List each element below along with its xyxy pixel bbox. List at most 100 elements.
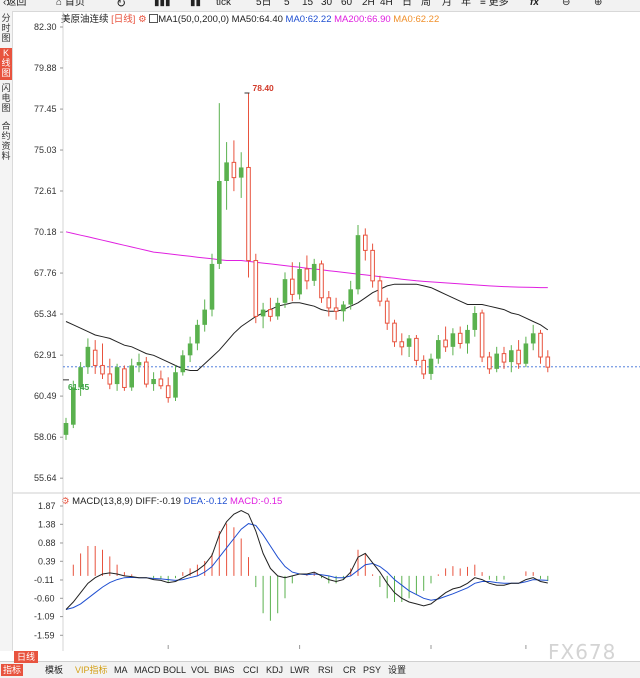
candle-body (516, 349, 521, 365)
bottom-toolbar: 日线 指标 模板 VIP指标 MA MACD BOLL VOL BIAS CCI… (0, 651, 640, 678)
settings-icon[interactable]: ⚙ (138, 14, 147, 25)
macd-settings-icon[interactable]: ⚙ (61, 496, 70, 507)
tab-templates[interactable]: 模板 (45, 665, 64, 675)
candle-body (450, 333, 456, 347)
price-tick-label: 72.61 (34, 186, 57, 196)
macd-legend: ⚙ MACD(13,8,9) DIFF:-0.19 DEA:-0.12 MACD… (61, 496, 282, 507)
watermark: FX678 (548, 640, 617, 664)
macd-tick-label: 1.87 (38, 501, 56, 511)
kline-chart-svg[interactable]: 82.30 79.88 77.45 75.03 72.61 70.18 67.76 65.34… (13, 11, 640, 651)
period-tab-8[interactable]: 周 (421, 0, 431, 8)
top-toolbar: ‹返回 ⌂ 首页 ↻ ▮▮▮ ▮▮ tick 5日 5 15 30 60 2H 4H 日 周 月 年… (0, 0, 640, 12)
refresh-icon[interactable]: ↻ (116, 0, 127, 10)
period-tab-1[interactable]: 5 (284, 0, 290, 8)
tab-kline[interactable]: K线图 (0, 48, 12, 80)
macd-tick-label: -0.60 (34, 593, 55, 603)
period-tab-4[interactable]: 60 (341, 0, 353, 8)
candle-body (457, 332, 463, 344)
tab-vol[interactable]: VOL (191, 665, 210, 675)
candle-body (479, 312, 485, 358)
tab-kdj[interactable]: KDJ (266, 665, 284, 675)
diff-line (65, 509, 548, 610)
candle-body (501, 353, 507, 363)
candle-body (129, 365, 134, 388)
candle-body (399, 341, 405, 348)
candle-body (304, 268, 310, 282)
period-tab-6[interactable]: 4H (380, 0, 393, 8)
candle-body (71, 387, 76, 425)
macd-dea: DEA:-0.12 (183, 496, 228, 507)
candle-body (428, 358, 434, 374)
tab-boll[interactable]: BOLL (163, 665, 187, 675)
candle-body (158, 378, 164, 387)
period-tab-3[interactable]: 30 (321, 0, 333, 8)
candle-body (268, 309, 273, 317)
chart-area[interactable]: 美原油连续 [日线] ⚙ MA1(50,0,200,0) MA50:64.40 … (13, 11, 640, 651)
macd-value: MACD:-0.15 (230, 496, 283, 507)
zoom-in-icon[interactable]: ⊕ (594, 0, 603, 8)
candle-body (85, 346, 91, 368)
ma-set-label: MA1(50,0,200,0) (158, 14, 230, 25)
tick-button[interactable]: tick (216, 0, 231, 8)
home-button[interactable]: ⌂ 首页 (56, 0, 85, 9)
tab-cci[interactable]: CCI (243, 665, 259, 675)
period-selector[interactable]: 日线 (14, 651, 39, 663)
period-tab-5[interactable]: 2H (362, 0, 375, 8)
period-tab-10[interactable]: 年 (461, 0, 471, 8)
tab-psy[interactable]: PSY (363, 665, 382, 675)
period-tab-2[interactable]: 15 (302, 0, 314, 8)
tab-indicators[interactable]: 指标 (1, 664, 24, 676)
price-tick-label: 58.06 (34, 432, 57, 442)
candle-body (494, 353, 499, 369)
zoom-out-icon[interactable]: ⊖ (562, 0, 571, 8)
tab-rsi[interactable]: RSI (318, 665, 334, 675)
candle-body (406, 338, 412, 347)
tab-settings[interactable]: 设置 (388, 665, 407, 675)
candle-body (107, 373, 113, 385)
tab-lwr[interactable]: LWR (290, 665, 310, 675)
tab-timeshare[interactable]: 分时图 (1, 13, 11, 43)
more-label: 更多 (488, 0, 509, 8)
candle-body (363, 234, 368, 251)
back-button[interactable]: ‹返回 (3, 0, 26, 9)
candle-body (282, 279, 288, 303)
period-tab-9[interactable]: 月 (442, 0, 452, 8)
menu-icon: ≡ (480, 0, 486, 8)
tab-macd[interactable]: MACD (134, 665, 161, 675)
period-label: [日线] (111, 14, 136, 25)
tab-vip-indicators[interactable]: VIP指标 (75, 665, 108, 675)
date-label: 2025/09 (510, 650, 543, 651)
candle-body (538, 332, 543, 358)
candle-body (231, 161, 237, 179)
candle-body (370, 249, 375, 282)
candle-body (530, 333, 536, 344)
more-button[interactable]: ≡ 更多 (480, 0, 509, 9)
toggle-icon[interactable] (149, 14, 159, 23)
tab-ma[interactable]: MA (114, 665, 128, 675)
candle-body (290, 278, 295, 295)
candle-body (253, 260, 259, 317)
formula-button[interactable]: fx (530, 0, 539, 8)
tab-bias[interactable]: BIAS (214, 665, 235, 675)
ma50-value: MA50:64.40 (231, 14, 283, 25)
period-tab-0[interactable]: 5日 (256, 0, 272, 8)
macd-tick-label: 0.39 (38, 556, 56, 566)
tab-contract-info[interactable]: 合约资料 (1, 121, 11, 161)
candle-body (311, 263, 317, 281)
indicator-icon[interactable]: ▮▮ (190, 0, 202, 8)
candle-body (545, 356, 551, 368)
candle-body (136, 362, 142, 366)
period-tab-7[interactable]: 日 (402, 0, 412, 8)
tab-cr[interactable]: CR (343, 665, 356, 675)
ma0-secondary-value: MA0:62.22 (393, 14, 440, 25)
candle-body (443, 339, 448, 348)
candle-body (238, 167, 244, 178)
tab-flash[interactable]: 闪电图 (1, 83, 11, 113)
candle-body (180, 355, 186, 373)
price-tick-label: 70.18 (34, 227, 57, 237)
chart-type-icon[interactable]: ▮▮▮ (154, 0, 171, 8)
macd-tick-label: -0.11 (34, 575, 54, 585)
candle-body (100, 364, 105, 375)
macd-tick-label: -1.09 (34, 612, 55, 622)
candle-body (487, 356, 492, 370)
